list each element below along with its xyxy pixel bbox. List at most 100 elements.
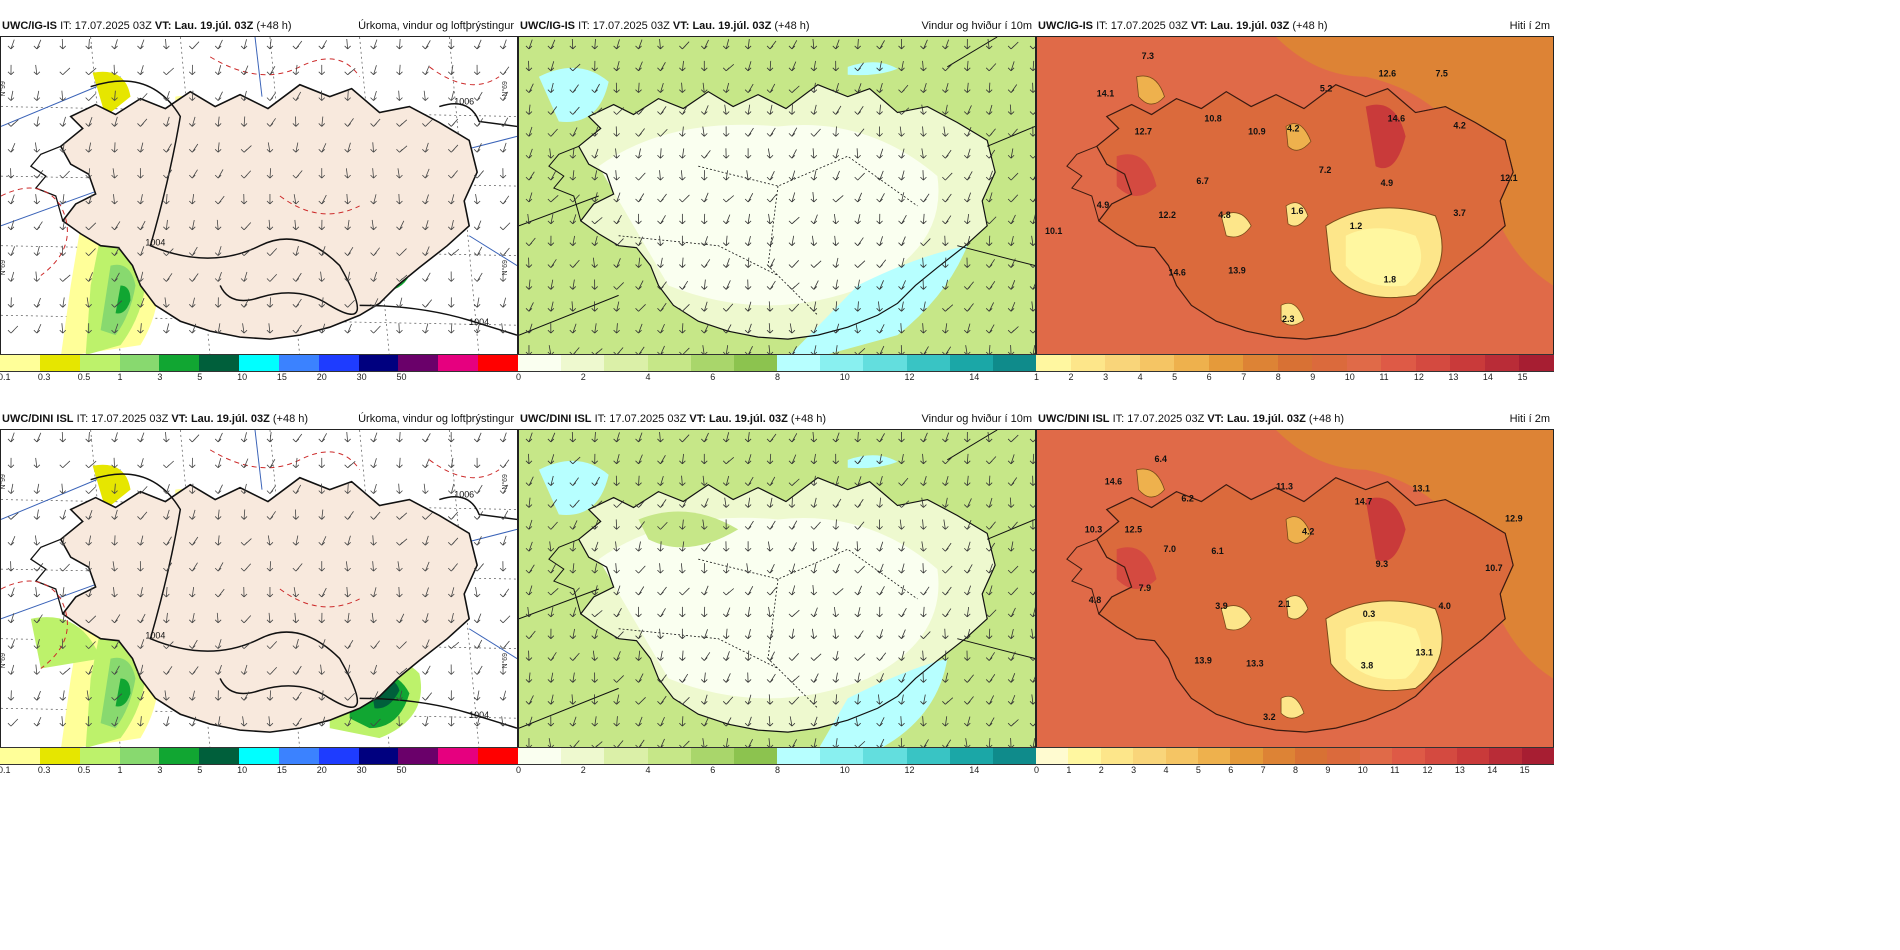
wind-arrow [473, 272, 483, 282]
wind-arrow [854, 148, 861, 159]
wind-arrow [7, 613, 15, 624]
scale-color-cell [0, 355, 40, 371]
wind-arrow [137, 587, 144, 598]
wind-arrow [876, 433, 885, 443]
wind-arrow [591, 650, 598, 661]
scale-color-cell [119, 355, 160, 371]
scale-tick-label: 13 [1448, 372, 1459, 382]
wind-arrow [920, 453, 927, 465]
latitude-label: N°69 [501, 474, 509, 490]
wind-arrow [722, 82, 730, 93]
temperature-label: 10.9 [1248, 126, 1265, 136]
scale-color-cell [1456, 748, 1490, 764]
scale-tick-label: 9 [1325, 765, 1331, 775]
wind-arrow [214, 562, 224, 572]
wind-arrow [635, 454, 643, 465]
panel-header: UWC/DINI ISL IT: 17.07.2025 03Z VT: Lau.… [1036, 409, 1554, 429]
wind-arrow [499, 535, 507, 546]
wind-arrow [701, 213, 708, 225]
scale-color-cell [863, 355, 907, 371]
scale-color-cell [159, 748, 200, 764]
scale-color-cell [1262, 748, 1295, 764]
wind-arrow [920, 279, 927, 290]
scale-tick-label: 1 [1034, 372, 1040, 382]
wind-arrow [292, 509, 300, 520]
wind-arrow [657, 128, 668, 137]
wind-arrow [473, 716, 481, 727]
wind-arrow [370, 691, 379, 701]
wind-arrow [85, 641, 96, 649]
scale-color-cell [561, 748, 605, 764]
wind-arrow [1029, 126, 1035, 137]
wind-arrow [188, 536, 199, 546]
scale-tick-label: 2 [1098, 765, 1104, 775]
wind-arrow [7, 194, 15, 205]
wind-arrow [569, 38, 577, 50]
wind-arrow [344, 38, 351, 50]
wind-arrow [240, 432, 248, 443]
wind-arrow [59, 297, 67, 308]
wind-arrow [163, 690, 170, 701]
wind-arrow [499, 271, 507, 282]
wind-arrow [679, 697, 690, 705]
wind-arrow [898, 214, 907, 225]
scale-tick-label: 6 [710, 765, 716, 775]
wind-arrow [569, 84, 579, 93]
wind-arrow [266, 273, 278, 282]
wind-arrow [7, 483, 15, 494]
wind-arrow [788, 260, 800, 268]
temperature-label: 4.8 [1089, 595, 1101, 605]
wind-arrow [963, 475, 971, 486]
wind-arrow [318, 509, 326, 520]
wind-arrow [188, 194, 196, 205]
wind-arrow [744, 193, 754, 203]
wind-arrow [214, 716, 222, 727]
wind-arrow [832, 235, 840, 246]
scale-color-cell [1489, 748, 1522, 764]
wind-arrow [370, 664, 378, 675]
scale-color-cell [1133, 748, 1166, 764]
wind-arrow [701, 170, 708, 181]
wind-arrow [473, 220, 482, 231]
wind-arrow [214, 484, 223, 494]
wind-arrow [744, 104, 752, 115]
wind-arrow [591, 257, 598, 268]
wind-arrow [240, 145, 252, 153]
wind-arrow [473, 297, 481, 308]
wind-arrow [613, 323, 620, 334]
wind-arrow [569, 628, 577, 639]
wind-arrow [137, 323, 144, 334]
wind-arrow [318, 690, 326, 701]
wind-arrow [111, 693, 123, 701]
wind-arrow [499, 91, 509, 101]
wind-arrow [898, 107, 910, 115]
wind-arrow [188, 246, 198, 256]
wind-arrow [657, 170, 664, 181]
scale-color-cell [358, 355, 399, 371]
wind-arrow [876, 40, 885, 50]
wind-arrow [701, 543, 711, 552]
wind-arrow [525, 585, 533, 596]
scale-color-cell [119, 748, 160, 764]
wind-arrow [766, 40, 777, 50]
wind-arrow [447, 641, 460, 649]
wind-arrow [766, 629, 774, 639]
wind-arrow [832, 126, 840, 137]
wind-arrow [679, 304, 690, 312]
wind-arrow [188, 143, 199, 153]
wind-arrow [111, 323, 119, 334]
wind-arrow [613, 61, 620, 72]
scale-color-cell [949, 748, 993, 764]
wind-arrow [525, 650, 533, 661]
wind-arrow [810, 38, 818, 50]
wind-arrow [591, 585, 598, 596]
temperature-label: 12.6 [1379, 69, 1396, 79]
wind-arrow [447, 219, 455, 231]
wind-arrow [722, 457, 735, 465]
scale-color-cell [1424, 748, 1457, 764]
temperature-label: 6.1 [1211, 546, 1223, 556]
wind-arrow [1007, 301, 1016, 312]
wind-arrow [1007, 172, 1019, 181]
scale-color-cell [906, 355, 950, 371]
wind-arrow [266, 666, 278, 675]
